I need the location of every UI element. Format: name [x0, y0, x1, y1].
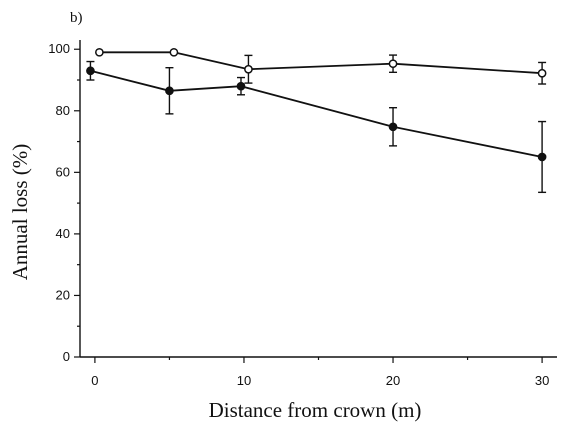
x-tick-label: 10 [237, 373, 251, 388]
x-tick-label: 20 [386, 373, 400, 388]
y-tick-label: 80 [56, 103, 70, 118]
y-tick-label: 100 [48, 41, 70, 56]
open-circle-point [169, 47, 179, 57]
filled-circle-point [236, 81, 246, 91]
panel-label: b) [70, 10, 83, 26]
x-axis-title: Distance from crown (m) [209, 398, 422, 422]
series-line-1 [99, 51, 543, 75]
y-tick-label: 0 [63, 349, 70, 364]
y-tick-label: 60 [56, 164, 70, 179]
y-axis-title: Annual loss (%) [8, 144, 32, 280]
y-tick-label: 40 [56, 226, 70, 241]
series-line-2 [90, 69, 543, 158]
x-tick-label: 30 [535, 373, 549, 388]
open-circle-point [388, 59, 398, 69]
filled-circle-point [86, 66, 95, 76]
open-circle-point [537, 68, 547, 78]
filled-circle-point [388, 122, 398, 132]
open-circle-point [244, 64, 253, 74]
y-tick-label: 20 [56, 287, 70, 302]
open-circle-point [95, 47, 104, 57]
filled-circle-point [165, 86, 174, 96]
x-tick-label: 0 [91, 373, 98, 388]
plot-area: 0 20 40 60 80 100 0 10 20 30 [48, 40, 557, 388]
filled-circle-point [537, 152, 547, 162]
